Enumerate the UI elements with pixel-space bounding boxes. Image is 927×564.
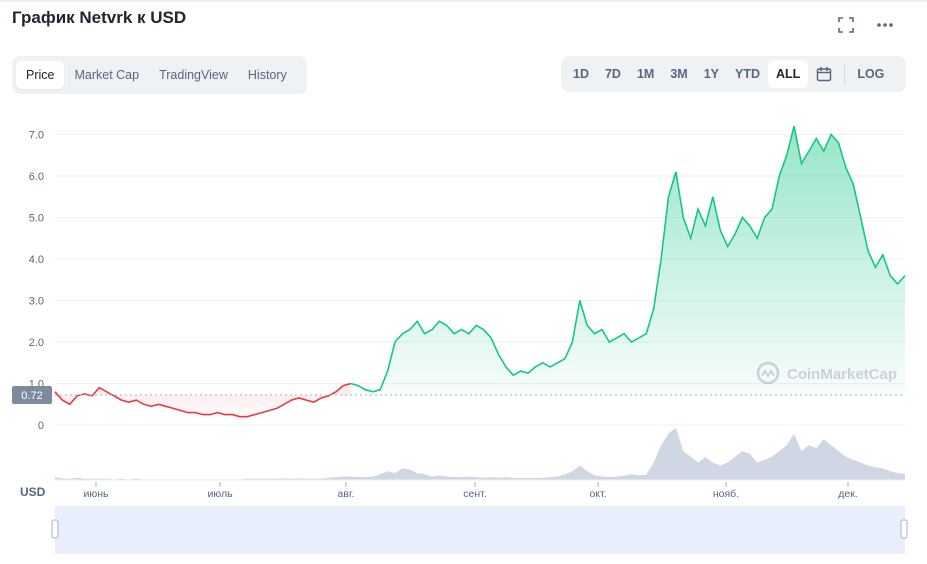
range-divider: [844, 64, 846, 84]
x-tick-label: июль: [207, 488, 233, 500]
price-line-down: [54, 382, 351, 418]
expand-icon[interactable]: [833, 14, 859, 36]
y-tick-label: 5.0: [29, 213, 44, 225]
x-tick-label: авг.: [338, 488, 355, 500]
chart-view-tabs: Price Market Cap TradingView History: [12, 56, 307, 94]
coinmarketcap-logo-icon: [756, 361, 780, 385]
y-tick-label: 2.0: [29, 337, 44, 349]
tab-tradingview[interactable]: TradingView: [159, 68, 228, 82]
top-divider: [0, 0, 927, 2]
x-tick-label: окт.: [589, 488, 606, 500]
navigator-window[interactable]: [55, 506, 905, 554]
y-axis-unit-label: USD: [20, 485, 46, 499]
x-tick-label: июнь: [83, 488, 109, 500]
y-axis-ticks: 01.02.03.04.05.06.07.0: [29, 130, 44, 433]
y-tick-label: 7.0: [29, 130, 44, 142]
price-area: [55, 126, 905, 417]
coinmarketcap-logo-mark: [761, 369, 775, 378]
watermark: CoinMarketCap: [756, 361, 897, 385]
log-scale-button[interactable]: LOG: [857, 67, 885, 81]
price-line: [54, 126, 906, 418]
x-tick-label: дек.: [838, 488, 857, 500]
navigator-right-handle[interactable]: [900, 519, 908, 539]
more-dots-icon[interactable]: [872, 14, 898, 36]
range-3m-button[interactable]: 3M: [670, 67, 688, 81]
price-line-up: [350, 126, 906, 393]
chart-title: График Netvrk к USD: [12, 8, 187, 27]
range-1y-button[interactable]: 1Y: [703, 67, 720, 81]
range-1m-button[interactable]: 1M: [636, 67, 655, 81]
volume-area: [55, 427, 905, 480]
volume-bars: [55, 427, 905, 481]
y-tick-label: 0: [38, 420, 44, 432]
y-tick-label: 3.0: [29, 296, 44, 308]
navigator-left-handle[interactable]: [51, 519, 59, 539]
range-all-button[interactable]: ALL: [768, 60, 809, 88]
price-area-up: [350, 126, 905, 396]
baseline-badge: [12, 386, 52, 404]
baseline-value: 0.72: [21, 390, 42, 402]
range-7d-button[interactable]: 7D: [604, 67, 621, 81]
calendar-icon[interactable]: [814, 64, 834, 84]
tab-price[interactable]: Price: [16, 61, 65, 89]
range-1d-button[interactable]: 1D: [573, 67, 589, 81]
tab-history[interactable]: History: [247, 68, 287, 82]
watermark-text: CoinMarketCap: [787, 366, 897, 383]
x-tick-label: сент.: [463, 488, 486, 500]
y-tick-label: 6.0: [29, 171, 44, 183]
x-axis-labels: июнь июль авг. сент. окт. нояб. дек.: [83, 482, 858, 500]
x-tick-label: нояб.: [713, 488, 739, 500]
price-area-down: [55, 383, 351, 417]
tab-market-cap[interactable]: Market Cap: [74, 68, 140, 82]
range-ytd-button[interactable]: YTD: [735, 67, 761, 81]
time-range-selector: 1D 7D 1M 3M 1Y YTD ALL LOG: [561, 56, 906, 92]
y-tick-label: 4.0: [29, 254, 44, 266]
